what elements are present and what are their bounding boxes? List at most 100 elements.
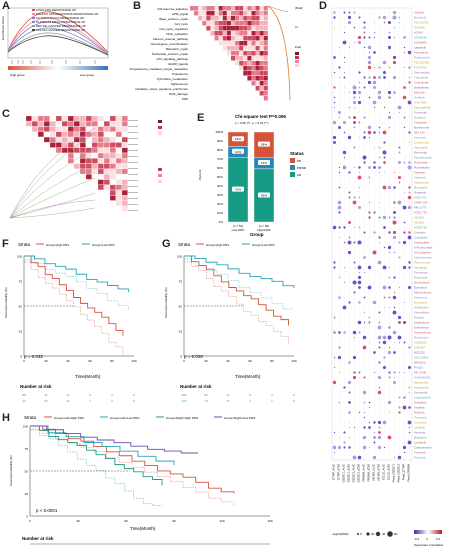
drug-label: AZD6482 — [414, 41, 427, 45]
d-dot — [333, 16, 336, 19]
heatmap-cell — [231, 31, 235, 36]
d-dot — [358, 331, 361, 334]
heatmap-cell — [206, 6, 211, 11]
d-dot — [363, 86, 366, 89]
d-dot — [358, 196, 361, 199]
heatmap-cell — [97, 137, 104, 143]
row-label-mark — [128, 180, 138, 181]
heatmap-cell — [198, 11, 203, 16]
heatmap-cell — [25, 115, 32, 122]
heatmap-cell — [85, 168, 92, 175]
d-dot — [338, 331, 341, 334]
pathway-label: Oxidative_stress_signature_enrichment — [135, 87, 188, 91]
drug-label: Cabozantinib — [414, 446, 432, 450]
heatmap-cell — [235, 21, 240, 26]
heatmap-cells-c — [19, 115, 128, 212]
d-dot — [354, 107, 355, 108]
heatmap-cell — [263, 41, 268, 46]
d-dot — [398, 111, 401, 114]
e-ytick: 80% — [217, 148, 223, 152]
drug-label: Sorafenib — [414, 111, 427, 115]
drug-label: Dasatinib — [414, 401, 427, 405]
d-dot — [403, 396, 406, 399]
drug-label: Docetaxel — [414, 301, 428, 305]
d-dot — [369, 342, 370, 343]
heatmap-cell — [259, 41, 264, 46]
d-xlabel: CCLE_AUC — [382, 463, 386, 480]
d-dot — [397, 175, 402, 180]
svg-text:Survival probability (%): Survival probability (%) — [164, 287, 168, 318]
svg-text:0.2: 0.2 — [436, 537, 441, 541]
d-dot — [393, 186, 396, 189]
d-dot — [382, 70, 387, 75]
heatmap-cell — [247, 71, 252, 76]
correlation-heatmap-c — [9, 115, 162, 219]
d-dot — [352, 280, 357, 285]
heatmap-cell — [259, 36, 264, 41]
drug-label: Erlotinib — [414, 91, 425, 95]
d-dot — [353, 126, 356, 129]
d-dot — [408, 186, 411, 189]
drug-label: Alectinib — [414, 431, 426, 435]
heatmap-cell — [247, 16, 252, 21]
heatmap-cell — [91, 158, 98, 164]
d-dot — [377, 260, 382, 265]
d-dot — [403, 161, 406, 164]
d-dot — [357, 35, 362, 40]
d-dot — [398, 241, 401, 244]
e-yticks: 0% 10% 20% 30% 40% 50% 60% 70% 80% 90% 100% — [215, 130, 223, 224]
heatmap-cell — [67, 142, 74, 148]
heatmap-cell — [222, 36, 227, 41]
svg-text:Group=Low PRS: Group=Low PRS — [252, 243, 275, 247]
d-dot — [363, 161, 366, 164]
heatmap-cell — [103, 152, 110, 159]
drug-label: Cisplatin — [414, 231, 426, 235]
d-dot — [398, 321, 401, 324]
drug-label: Talazoparib — [414, 181, 430, 185]
heatmap-cell — [121, 205, 128, 212]
d-dot — [352, 115, 357, 120]
e-n-label: (n = 61) — [233, 224, 243, 228]
d-dot — [407, 440, 412, 445]
heatmap-cell — [214, 21, 219, 26]
d-dot — [372, 100, 377, 105]
heatmap-cell — [37, 121, 44, 127]
heatmap-cell — [79, 147, 86, 153]
heatmap-cell — [259, 26, 264, 31]
heatmap-cell — [247, 26, 252, 31]
link-curve-2 — [267, 5, 289, 13]
svg-text:PD: PD — [297, 159, 302, 163]
d-dot — [377, 375, 382, 380]
heatmap-cell — [231, 51, 235, 56]
stacked-bar-chart: Chi-square test P=0.006 p < 0.05 (*) ; p… — [198, 114, 307, 237]
heatmap-cell — [218, 26, 223, 31]
y-tick: 25 — [19, 330, 23, 334]
d-dot — [387, 90, 392, 95]
svg-text:Group=Low PRS: Group=Low PRS — [92, 243, 115, 247]
km-ci — [30, 429, 235, 506]
d-dot — [333, 101, 336, 104]
drug-label: CHIR-124 — [414, 201, 428, 205]
heatmap-cell — [55, 126, 62, 132]
d-dot — [407, 165, 412, 170]
drug-label: Oxaliplatin — [414, 236, 428, 240]
x-tick: 20 — [204, 359, 208, 363]
drug-label: PLX4720 — [414, 66, 427, 70]
heatmap-cell — [235, 56, 240, 61]
drug-label: PD153035 — [414, 21, 429, 25]
heatmap-cell — [103, 126, 110, 132]
gsea-curve-3 — [7, 21, 109, 55]
heatmap-cell — [210, 31, 215, 36]
heatmap-cell — [103, 147, 110, 153]
d-dot — [363, 136, 366, 139]
heatmap-cell — [251, 81, 256, 86]
d-dot — [338, 46, 341, 49]
heatmap-cell — [85, 152, 92, 159]
d-dot — [398, 181, 401, 184]
heatmap-cell — [251, 51, 256, 56]
heatmap-cell — [251, 16, 256, 21]
d-dot — [363, 116, 366, 119]
d-dot — [362, 335, 367, 340]
d-dot — [339, 437, 340, 438]
y-tick: 100 — [17, 255, 22, 259]
